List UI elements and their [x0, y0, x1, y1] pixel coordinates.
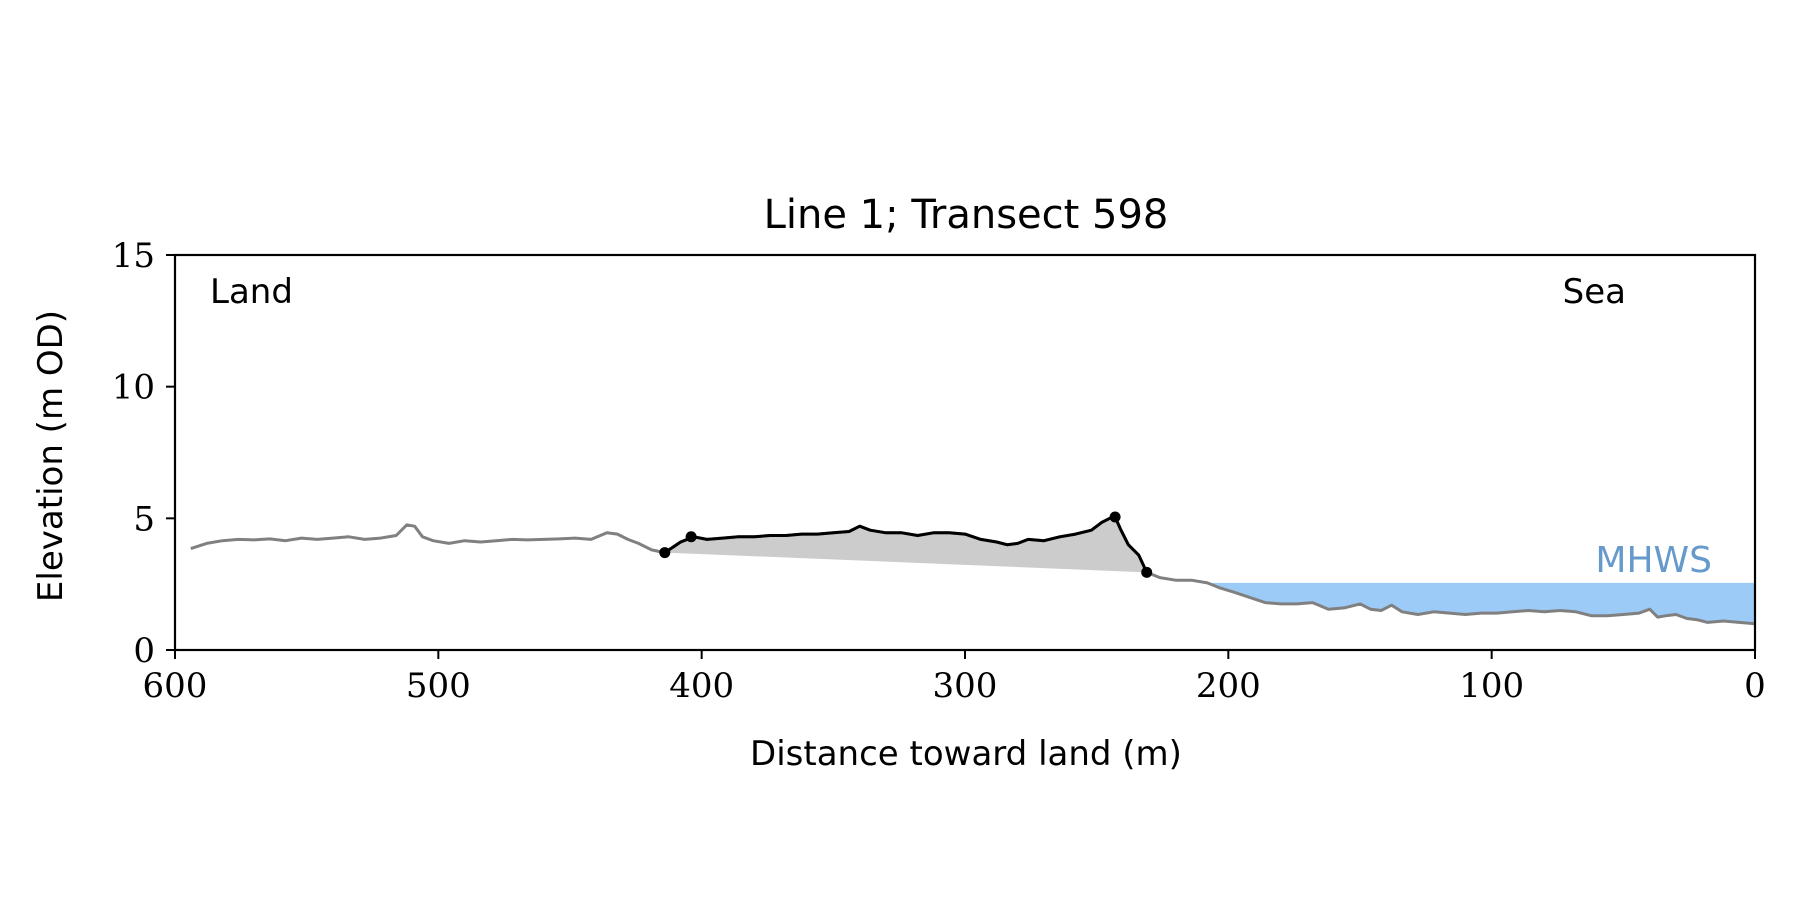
point-layer [659, 511, 1153, 578]
y-tick-label-10: 10 [112, 368, 155, 408]
x-tick-label-400: 400 [669, 666, 734, 706]
x-tick-label-300: 300 [933, 666, 998, 706]
text-layer: Line 1; Transect 598 Distance toward lan… [31, 192, 1712, 774]
feature-point-2 [685, 531, 697, 543]
y-axis-label: Elevation (m OD) [31, 310, 71, 602]
land-annotation: Land [210, 272, 293, 312]
y-tick-label-0: 0 [133, 631, 155, 671]
x-tick-label-200: 200 [1196, 666, 1261, 706]
x-axis-label: Distance toward land (m) [750, 734, 1182, 774]
x-tick-label-100: 100 [1459, 666, 1524, 706]
x-tick-label-600: 600 [143, 666, 208, 706]
line-layer [190, 515, 1756, 626]
y-tick-label-5: 5 [133, 499, 155, 539]
feature-point-3 [1109, 511, 1121, 523]
x-tick-label-500: 500 [406, 666, 471, 706]
mhws-label: MHWS [1595, 540, 1712, 581]
y-tick-label-15: 15 [112, 236, 155, 276]
feature-area [664, 517, 1147, 573]
feature-point-1 [659, 547, 671, 559]
feature-line [663, 515, 1149, 573]
chart-title: Line 1; Transect 598 [764, 192, 1169, 238]
axes-layer: 600 500 400 300 200 100 0 0 5 10 15 [112, 236, 1766, 706]
x-tick-label-0: 0 [1744, 666, 1766, 706]
feature-point-4 [1141, 566, 1153, 578]
sea-annotation: Sea [1563, 272, 1626, 312]
